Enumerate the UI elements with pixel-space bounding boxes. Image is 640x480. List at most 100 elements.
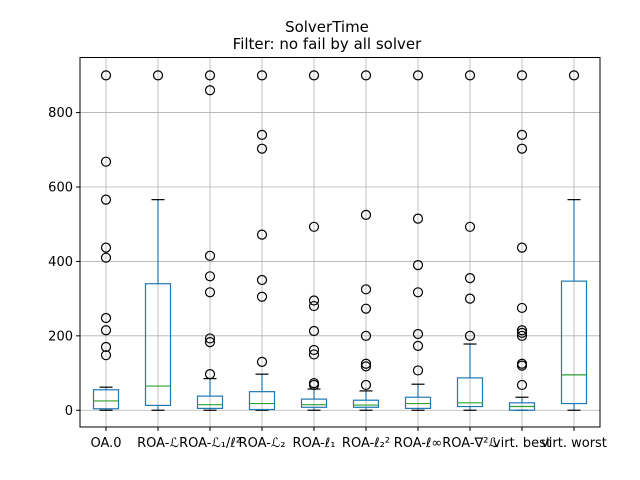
box-virt. best: [508, 70, 536, 411]
x-tick-label: ROA-ℒ₁/ℓ²: [179, 436, 241, 451]
flier-point: [256, 70, 268, 81]
flier-point: [308, 344, 320, 356]
flier-point: [568, 70, 580, 81]
flier-point: [204, 85, 216, 96]
box-ROA-ℒ: [144, 70, 172, 411]
box-ROA-ℓ₂²: [352, 70, 380, 411]
flier-point: [464, 330, 476, 341]
x-tick-label: ROA-ℒ₂: [239, 436, 286, 451]
flier-point: [100, 341, 112, 353]
flier-point: [204, 369, 216, 380]
flier-point: [464, 70, 476, 81]
flier-point: [360, 209, 372, 221]
box-OA.0: [92, 70, 120, 411]
flier-point: [100, 312, 112, 324]
flier-point: [204, 70, 216, 81]
flier-point: [464, 273, 476, 284]
y-tick-label: 200: [48, 329, 73, 344]
y-tick-label: 400: [48, 255, 73, 270]
flier-point: [516, 143, 528, 154]
flier-point: [308, 300, 320, 312]
x-tick-label: ROA-ℒ: [137, 436, 179, 451]
x-tick-label: ROA-ℓ∞: [394, 436, 443, 451]
chart-subtitle: Filter: no fail by all solver: [233, 35, 422, 53]
flier-point: [308, 221, 320, 232]
box-iqr: [404, 396, 432, 409]
plot-marks: [92, 70, 588, 411]
box-iqr: [560, 280, 588, 405]
flier-point: [516, 330, 528, 341]
flier-point: [516, 379, 528, 391]
box-ROA-ℓ₁: [300, 70, 328, 411]
box-ROA-ℒ₂: [248, 70, 276, 411]
flier-point: [100, 194, 112, 205]
x-tick-label: ROA-ℓ₂²: [342, 436, 390, 451]
flier-point: [256, 229, 268, 240]
flier-point: [204, 271, 216, 282]
flier-point: [360, 361, 372, 372]
flier-point: [412, 365, 424, 376]
flier-point: [100, 156, 112, 167]
flier-point: [204, 287, 216, 298]
box-iqr: [300, 398, 328, 408]
flier-point: [464, 221, 476, 232]
flier-point: [360, 330, 372, 341]
flier-point: [204, 250, 216, 261]
flier-point: [412, 70, 424, 81]
flier-point: [256, 274, 268, 286]
y-tick-label: 600: [48, 180, 73, 195]
box-iqr: [196, 395, 224, 409]
flier-point: [360, 303, 372, 314]
flier-point: [516, 242, 528, 253]
flier-point: [412, 328, 424, 340]
box-iqr: [248, 391, 276, 411]
flier-point: [464, 293, 476, 304]
y-tick-label: 0: [65, 404, 73, 419]
box-ROA-∇²ℒ: [456, 70, 484, 411]
flier-point: [516, 302, 528, 314]
flier-point: [308, 325, 320, 337]
x-tick-label: ROA-ℓ₁: [293, 436, 336, 451]
flier-point: [256, 356, 268, 367]
flier-point: [360, 379, 372, 391]
flier-point: [308, 295, 320, 306]
flier-point: [256, 291, 268, 302]
axes-frame: [79, 57, 601, 428]
flier-point: [100, 325, 112, 336]
box-virt. worst: [560, 70, 588, 411]
box-ROA-ℒ₁/ℓ²: [196, 70, 224, 411]
flier-point: [308, 349, 320, 360]
box-iqr: [92, 389, 120, 410]
flier-point: [516, 327, 528, 338]
flier-point: [360, 358, 372, 369]
flier-point: [204, 337, 216, 348]
flier-point: [100, 70, 112, 81]
box-iqr: [456, 377, 484, 408]
y-axis: 0 200 400 600 800: [48, 106, 80, 419]
flier-point: [308, 70, 320, 81]
x-tick-label: OA.0: [90, 436, 121, 451]
box-ROA-ℓ∞: [404, 70, 432, 411]
flier-point: [516, 70, 528, 81]
box-iqr: [144, 283, 172, 407]
flier-point: [308, 377, 320, 389]
chart-title: SolverTime: [285, 18, 369, 36]
flier-point: [412, 340, 424, 351]
flier-point: [100, 350, 112, 361]
x-tick-label: ROA-∇²ℒ: [442, 436, 498, 451]
flier-point: [516, 325, 528, 336]
flier-point: [516, 129, 528, 140]
flier-point: [100, 252, 112, 263]
flier-point: [204, 333, 216, 344]
flier-point: [412, 213, 424, 224]
y-tick-label: 800: [48, 106, 73, 121]
flier-point: [360, 70, 372, 81]
flier-point: [256, 129, 268, 140]
x-tick-label: virt. worst: [541, 436, 607, 451]
flier-point: [412, 287, 424, 298]
flier-point: [100, 242, 112, 253]
flier-point: [152, 70, 164, 81]
flier-point: [516, 358, 528, 369]
